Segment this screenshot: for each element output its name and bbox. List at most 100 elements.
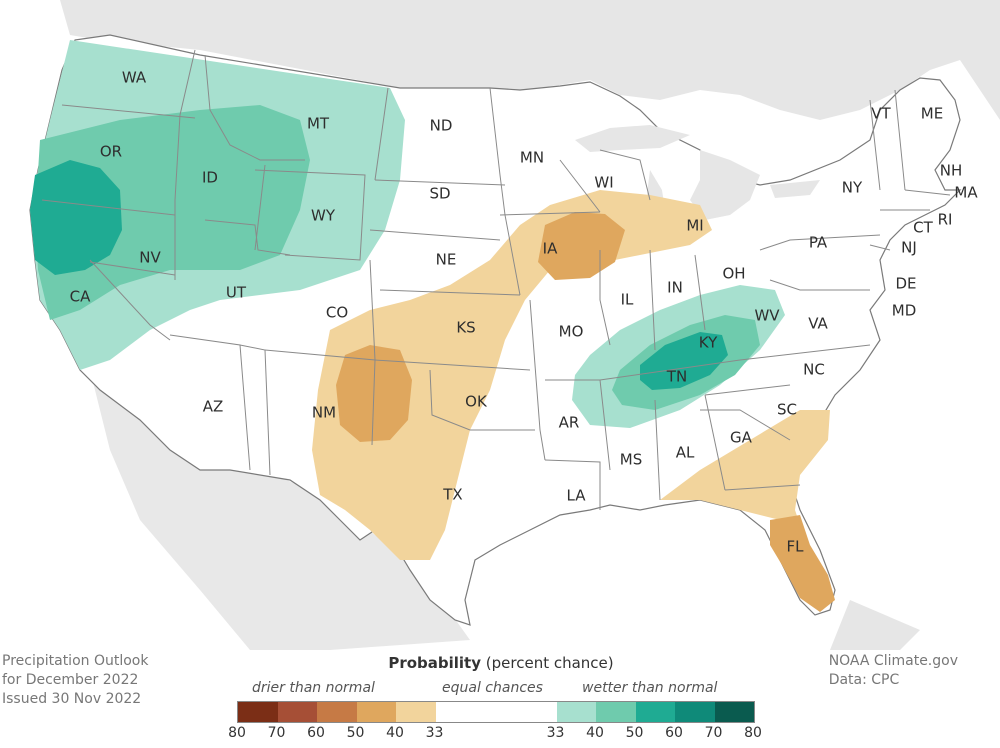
legend-swatch-wetter xyxy=(675,702,715,722)
state-label: AZ xyxy=(203,398,224,416)
legend-tick-label: 33 xyxy=(425,725,444,741)
state-label: CA xyxy=(70,288,91,306)
legend-drier-label: drier than normal xyxy=(252,680,375,696)
state-label: ID xyxy=(202,169,218,187)
legend-swatch-drier xyxy=(396,702,436,722)
drier-50-iowa xyxy=(538,212,625,280)
legend-title: Probability (percent chance) xyxy=(336,654,666,672)
legend-swatch-equal xyxy=(435,702,557,722)
canada-landmass xyxy=(60,0,1000,120)
state-label: MA xyxy=(954,184,978,202)
state-label: VT xyxy=(871,105,891,123)
wetter-50-northwest xyxy=(35,105,310,320)
legend-tick-label: 80 xyxy=(744,725,762,741)
drier-50-florida xyxy=(770,515,835,612)
legend-swatch-drier xyxy=(317,702,357,722)
legend-swatch-wetter xyxy=(556,702,596,722)
wetter-60-kentucky-tennessee xyxy=(640,332,728,390)
precipitation-outlook-map: WA OR CA ID NV MT WY UT AZ CO NM ND SD N… xyxy=(29,0,1000,650)
legend-swatch-wetter xyxy=(714,702,754,722)
state-label: NE xyxy=(436,251,457,269)
legend-wetter-label: wetter than normal xyxy=(582,680,718,696)
state-label: GA xyxy=(730,429,753,447)
state-label: NH xyxy=(940,162,963,180)
legend-tick-label: 40 xyxy=(586,725,604,741)
state-label: RI xyxy=(938,211,953,229)
legend-swatch-drier xyxy=(238,702,278,722)
state-label: FL xyxy=(787,538,805,556)
drier-40-southeast xyxy=(660,410,830,540)
state-label: WY xyxy=(311,207,336,225)
caption-title: Precipitation Outlook xyxy=(2,653,149,669)
state-label: LA xyxy=(567,487,587,505)
state-label: IA xyxy=(543,240,558,258)
state-label: SD xyxy=(429,185,450,203)
state-label: MO xyxy=(559,323,584,341)
state-label: CT xyxy=(913,219,933,237)
state-label: OK xyxy=(465,393,488,411)
state-label: WA xyxy=(122,69,147,87)
state-label: NV xyxy=(139,249,161,267)
legend-tick-label: 70 xyxy=(267,725,286,741)
legend-tick-label: 33 xyxy=(546,725,565,741)
state-label: TN xyxy=(666,368,687,386)
credit-data: Data: CPC xyxy=(828,672,900,688)
state-label: MD xyxy=(892,302,917,320)
credit-source: NOAA Climate.gov xyxy=(828,653,958,669)
lake-ontario xyxy=(770,180,820,198)
caption-period: for December 2022 xyxy=(2,672,139,688)
state-label: IN xyxy=(667,279,683,297)
state-label: NY xyxy=(842,179,863,197)
drier-40-plains xyxy=(312,190,712,560)
state-label: ME xyxy=(921,105,943,123)
caption-issued: Issued 30 Nov 2022 xyxy=(2,691,142,707)
legend-title-rest: (percent chance) xyxy=(481,654,614,672)
legend-swatch-drier xyxy=(356,702,396,722)
state-label: CO xyxy=(326,304,348,322)
state-label: OR xyxy=(100,143,122,161)
legend-swatch-wetter xyxy=(635,702,675,722)
state-labels: WA OR CA ID NV MT WY UT AZ CO NM ND SD N… xyxy=(70,69,979,556)
state-label: MT xyxy=(307,115,330,133)
legend-tick-label: 50 xyxy=(346,725,365,741)
lake-huron-erie xyxy=(690,150,760,220)
state-label: WV xyxy=(754,307,780,325)
state-label: MI xyxy=(686,217,703,235)
data-credit: NOAA Climate.gov Data: CPC xyxy=(829,652,958,690)
state-label: MN xyxy=(520,149,544,167)
legend-tick-label: 50 xyxy=(625,725,644,741)
bahamas-cuba xyxy=(830,600,920,650)
legend-equal-label: equal chances xyxy=(442,680,543,696)
state-label: KS xyxy=(456,319,475,337)
state-label: ND xyxy=(430,117,453,135)
legend-swatch-wetter xyxy=(596,702,636,722)
legend-color-bar xyxy=(237,701,755,723)
wetter-60-california-oregon xyxy=(30,160,122,275)
state-label: NM xyxy=(312,404,336,422)
state-borders xyxy=(41,49,951,510)
state-label: MS xyxy=(620,451,642,469)
state-label: SC xyxy=(777,401,797,419)
legend-tick-label: 60 xyxy=(665,725,683,741)
legend-tick-label: 60 xyxy=(307,725,325,741)
state-label: TX xyxy=(442,486,462,504)
legend-tick-label: 80 xyxy=(228,725,246,741)
state-label: DE xyxy=(895,275,916,293)
map-caption: Precipitation Outlook for December 2022 … xyxy=(2,652,148,709)
legend-swatch-drier xyxy=(277,702,317,722)
state-label: OH xyxy=(722,265,745,283)
state-label: NJ xyxy=(901,239,917,257)
legend-tick-label: 40 xyxy=(386,725,404,741)
state-label: AR xyxy=(559,414,580,432)
state-label: WI xyxy=(594,174,613,192)
state-label: KY xyxy=(699,334,718,352)
state-label: NC xyxy=(803,361,825,379)
legend-title-bold: Probability xyxy=(388,654,482,672)
state-label: PA xyxy=(809,234,828,252)
legend-tick-label: 70 xyxy=(704,725,723,741)
state-label: AL xyxy=(676,444,695,462)
lake-superior xyxy=(575,125,690,152)
state-label: UT xyxy=(226,284,247,302)
state-label: IL xyxy=(621,291,634,309)
state-label: VA xyxy=(808,315,828,333)
